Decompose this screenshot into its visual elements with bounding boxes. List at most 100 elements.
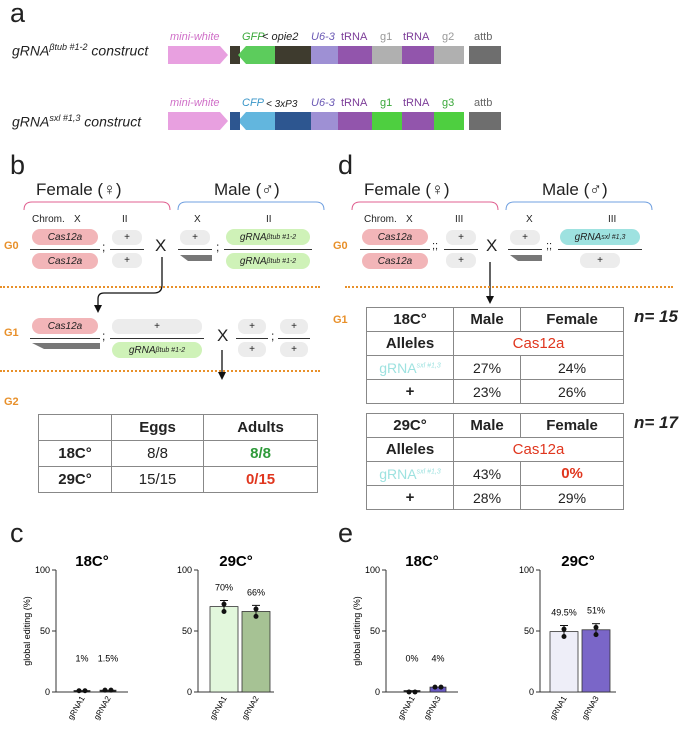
table-d1-grna-male: 27%	[452, 355, 522, 380]
gen-divider-2-b	[0, 370, 320, 372]
trna-2-segment	[402, 46, 434, 64]
table-d1-grna-row: gRNAsxl #1,3	[366, 355, 454, 380]
plus-pill-m-x-b: +	[180, 230, 210, 245]
y-tick-label: 50	[40, 626, 50, 636]
cfp-back-segment	[230, 112, 240, 130]
label-cfp: CFP	[242, 97, 264, 109]
x-tick-label: gRNA2	[240, 694, 261, 721]
label-u63: U6-3	[311, 31, 335, 43]
attb-segment	[469, 46, 501, 64]
table-b-adults-18: 8/8	[203, 440, 318, 467]
chrom-label-d: Chrom.	[364, 214, 397, 225]
y-tick-label: 0	[45, 687, 50, 697]
x-tick-label: gRNA1	[396, 694, 417, 721]
table-b-header-eggs: Eggs	[110, 414, 205, 441]
3xp3-segment	[275, 112, 311, 130]
brace-female-b	[23, 201, 171, 211]
table-d2-grna-female: 0%	[520, 461, 624, 486]
table-d1-cas12a: Cas12a	[453, 331, 624, 356]
construct-a-map	[168, 46, 501, 64]
data-point	[406, 689, 412, 695]
data-point	[76, 688, 82, 694]
data-point	[221, 608, 227, 614]
bar-grna1	[73, 690, 91, 693]
chrom-line-m2-d	[558, 249, 642, 250]
ii-col-b: II	[122, 214, 128, 225]
construct-b-map	[168, 112, 501, 130]
bar-grna1	[403, 690, 421, 693]
table-d1-grna-female: 24%	[520, 355, 624, 380]
table-d1-female: Female	[520, 307, 624, 332]
table-d2-plus-row: +	[366, 485, 454, 510]
chrom-line-m-d	[508, 249, 542, 250]
table-d1-grna-sup: sxl #1,3	[416, 361, 441, 369]
bar-value-label: 70%	[215, 583, 233, 593]
trna-2-segment-b	[402, 112, 434, 130]
cas12a-pill-f1-d: Cas12a	[362, 229, 428, 245]
plus-pill-m2-d: +	[580, 253, 620, 268]
x-tick-label: gRNA2	[92, 694, 113, 721]
construct-b-title: gRNAsxl #1,3 construct	[12, 113, 141, 130]
cfp-arrow	[238, 112, 275, 130]
panel-label-c: c	[10, 518, 24, 548]
down-arrow-g1-b	[218, 350, 226, 380]
g1-segment	[372, 46, 402, 64]
label-g2: g2	[442, 31, 455, 43]
g0-label-d: G0	[333, 240, 348, 252]
chrom-line-f-b	[30, 249, 100, 250]
attb-segment-b	[469, 112, 501, 130]
panel-label-d: d	[338, 150, 354, 180]
chrom-line-g1-m2-b	[278, 338, 310, 339]
table-b-row-18: 18C°	[38, 440, 112, 467]
x-col-d: X	[406, 214, 413, 225]
ii-col-male-b: II	[266, 214, 272, 225]
opie2-segment	[275, 46, 311, 64]
table-d2-n: n= 17	[634, 413, 678, 432]
label-attb: attb	[474, 31, 493, 43]
g1-segment-b	[372, 112, 402, 130]
chart-title: 18C°	[405, 553, 439, 570]
cross-symbol-g0-b: X	[155, 236, 167, 255]
plus-pill-f2-d: +	[446, 253, 476, 268]
table-d2-cas12a: Cas12a	[453, 437, 624, 462]
cas12a-pill-f1: Cas12a	[32, 229, 98, 245]
panel-label-b: b	[10, 150, 26, 180]
cas12a-pill-g1-b: Cas12a	[32, 318, 98, 334]
y-tick-label: 100	[35, 565, 50, 575]
down-arrow-d	[486, 262, 494, 304]
chart-title: 29C°	[561, 553, 595, 570]
grna-pill-g1-b: gRNA βtub #1-2	[112, 342, 202, 358]
results-table-b: Eggs Adults 18C° 8/8 8/8 29C° 15/15 0/15	[38, 414, 318, 493]
bar-value-label: 1%	[75, 654, 88, 664]
data-point	[253, 606, 259, 612]
plus-pill-g1-m2-b: +	[238, 342, 266, 357]
trna-1-segment	[338, 46, 372, 64]
panel-label-a: a	[10, 0, 26, 28]
bar-grna1	[209, 606, 239, 693]
y-tick-label: 100	[519, 565, 534, 575]
y-tick-label: 100	[177, 565, 192, 575]
label-trna-1-b: tRNA	[341, 97, 368, 109]
chrom-line-f2-b	[110, 249, 144, 250]
table-b-eggs-18: 8/8	[110, 440, 205, 467]
g2-segment	[434, 46, 464, 64]
label-mini-white-b: mini-white	[170, 97, 220, 109]
table-d1-n: n= 15	[634, 307, 678, 326]
male-header-d: Male (♂)	[542, 180, 608, 199]
u63-segment	[311, 46, 338, 64]
cas12a-pill-f2-d: Cas12a	[362, 253, 428, 269]
construct-a-title-sup: βtub #1-2	[49, 42, 88, 52]
iii-col-male-d: III	[608, 214, 617, 225]
table-d2-plus-female: 29%	[520, 485, 624, 510]
y-tick-label: 0	[375, 687, 380, 697]
gen-divider-1-b	[0, 286, 320, 288]
bar-grna1	[549, 631, 579, 693]
plus-pill-g1-m4-b: +	[280, 342, 308, 357]
y-chromosome-icon-d	[510, 255, 542, 261]
label-gfp: GFP	[242, 31, 265, 43]
label-attb-b: attb	[474, 97, 493, 109]
grna-pill-m-text-d: gRNA	[574, 231, 602, 243]
y-chromosome-icon-g1-b	[32, 343, 100, 349]
chrom-label-b: Chrom.	[32, 214, 65, 225]
female-header-b: Female (♀)	[36, 180, 122, 199]
